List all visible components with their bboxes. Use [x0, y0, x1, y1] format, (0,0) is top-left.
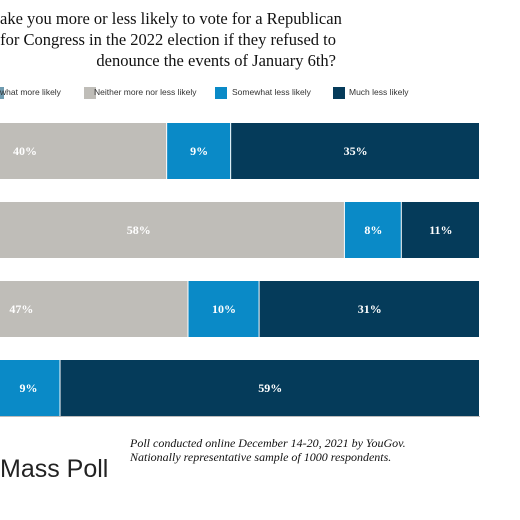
bar-data-label: 40% — [13, 144, 37, 158]
bar-data-label: 10% — [212, 302, 236, 316]
bar-data-label: 35% — [344, 144, 368, 158]
chart-title: ake you more or less likely to vote for … — [0, 8, 342, 71]
legend-label: what more likely — [0, 87, 61, 97]
bar-segment — [167, 123, 231, 179]
bar-data-label: 9% — [20, 381, 38, 395]
divider — [0, 416, 480, 417]
bar-segment — [0, 281, 188, 337]
methodology-note: Poll conducted online December 14-20, 20… — [130, 436, 406, 464]
note-line: Poll conducted online December 14-20, 20… — [130, 436, 406, 450]
bar-segment — [188, 281, 259, 337]
legend-label: Much less likely — [349, 87, 409, 97]
chart-legend: what more likely Neither more nor less li… — [0, 84, 520, 102]
bar-segment — [0, 360, 60, 416]
legend-swatch — [215, 87, 227, 99]
bar-data-label: 11% — [429, 223, 452, 237]
legend-label: Neither more nor less likely — [94, 87, 197, 97]
bar-segment — [60, 360, 479, 416]
bar-data-label: 47% — [9, 302, 33, 316]
bar-data-label: 58% — [127, 223, 151, 237]
bar-segment — [0, 123, 167, 179]
brand-logo-text: Mass Poll — [0, 455, 109, 483]
legend-label: Somewhat less likely — [232, 87, 311, 97]
legend-swatch — [84, 87, 96, 99]
bar-segment — [0, 202, 344, 258]
bar-segment — [344, 202, 401, 258]
legend-swatch — [0, 87, 4, 99]
bar-segment — [401, 202, 479, 258]
bar-data-label: 8% — [364, 223, 382, 237]
bar-data-label: 31% — [358, 302, 382, 316]
title-line: ake you more or less likely to vote for … — [0, 9, 342, 28]
bar-data-label: 9% — [190, 144, 208, 158]
title-line: for Congress in the 2022 election if the… — [0, 30, 336, 49]
bar-segment — [259, 281, 479, 337]
legend-swatch — [333, 87, 345, 99]
title-line: denounce the events of January 6th? — [96, 51, 336, 70]
bar-data-label: 59% — [258, 381, 282, 395]
bar-segment — [231, 123, 479, 179]
note-line: Nationally representative sample of 1000… — [130, 450, 392, 464]
